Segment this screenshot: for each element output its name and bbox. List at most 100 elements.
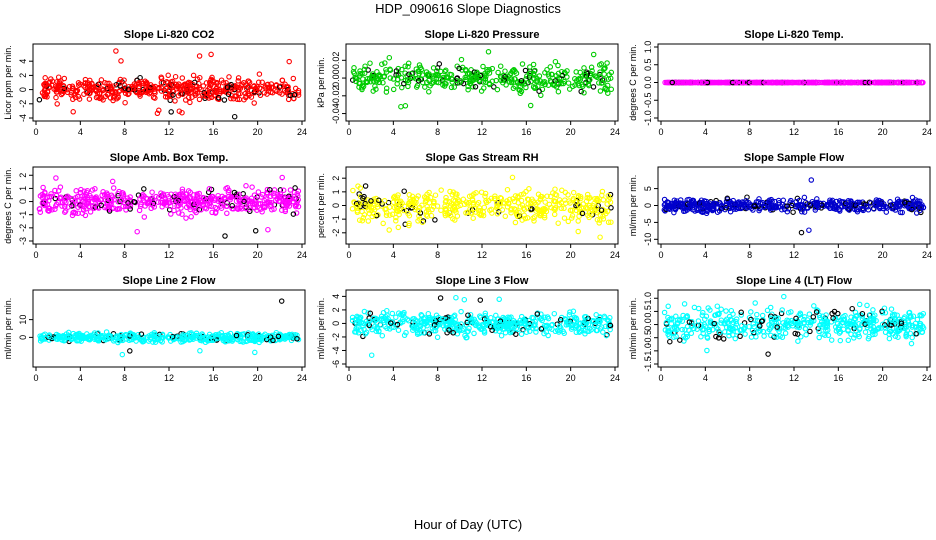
data-point	[513, 325, 520, 332]
data-point	[499, 207, 506, 213]
data-point	[358, 327, 364, 334]
data-point	[209, 209, 215, 216]
data-point	[575, 325, 582, 332]
data-point	[769, 79, 776, 86]
data-point	[361, 308, 368, 315]
data-point	[516, 209, 522, 216]
data-point	[512, 219, 519, 226]
data-point	[152, 339, 159, 345]
data-point	[677, 337, 683, 343]
data-point	[553, 192, 560, 198]
data-point	[822, 316, 828, 322]
y-tick-label: -1	[331, 215, 341, 223]
data-point	[784, 208, 791, 215]
data-point	[917, 321, 924, 327]
data-point	[565, 80, 572, 86]
data-point	[569, 207, 576, 214]
data-point	[421, 316, 427, 322]
data-point	[201, 198, 208, 205]
data-point	[141, 186, 147, 192]
data-point	[374, 69, 380, 75]
data-point	[170, 92, 176, 98]
data-point	[868, 200, 874, 206]
data-point	[107, 334, 113, 340]
x-tick-label: 8	[747, 250, 752, 260]
data-point	[179, 186, 186, 192]
data-point	[849, 305, 855, 312]
data-point	[815, 308, 821, 314]
data-point	[542, 314, 548, 321]
y-tick-label: 0.5	[643, 58, 653, 71]
data-point	[393, 204, 400, 210]
x-tick-label: 20	[566, 373, 576, 383]
data-point	[163, 198, 169, 205]
data-point	[683, 314, 689, 320]
x-tick-label: 16	[521, 373, 531, 383]
data-point	[474, 201, 480, 207]
data-point	[122, 99, 128, 106]
data-point	[492, 195, 498, 202]
y-tick-label: 10	[18, 315, 28, 325]
data-point	[437, 321, 443, 328]
data-point	[196, 96, 203, 103]
data-point	[252, 201, 258, 208]
data-point	[541, 212, 548, 219]
data-point	[148, 205, 154, 212]
data-point	[278, 298, 285, 304]
data-point	[830, 315, 836, 321]
data-point	[154, 110, 161, 117]
data-point	[448, 322, 455, 328]
data-point	[509, 78, 515, 84]
data-point	[184, 87, 190, 94]
data-point	[271, 193, 277, 199]
data-point	[405, 210, 411, 217]
y-tick-label: 0	[331, 203, 341, 208]
data-point	[732, 335, 739, 342]
x-tick-label: 24	[297, 127, 307, 137]
data-point	[369, 326, 375, 333]
data-point	[153, 193, 159, 200]
data-point	[485, 49, 492, 55]
data-point	[705, 204, 712, 210]
data-point	[70, 109, 76, 115]
x-tick-label: 0	[658, 127, 663, 137]
data-point	[368, 198, 374, 204]
data-point	[401, 309, 407, 316]
data-point	[405, 317, 412, 324]
data-point	[285, 87, 292, 94]
data-points	[37, 298, 302, 358]
data-point	[185, 201, 192, 208]
data-point	[138, 331, 145, 337]
panel-title: Slope Li-820 Temp.	[744, 29, 843, 41]
data-point	[450, 330, 456, 336]
data-point	[138, 337, 144, 343]
data-point	[781, 79, 788, 86]
data-point	[886, 335, 893, 342]
data-point	[402, 63, 408, 70]
data-point	[689, 202, 695, 209]
data-point	[531, 200, 538, 206]
data-point	[414, 331, 421, 337]
data-point	[536, 73, 543, 79]
data-point	[372, 323, 378, 330]
data-point	[856, 321, 862, 327]
data-point	[451, 207, 457, 213]
data-point	[290, 75, 297, 82]
data-point	[607, 322, 614, 329]
y-tick-label: -0.5	[643, 92, 653, 108]
y-tick-label: 2	[331, 307, 341, 312]
data-point	[125, 86, 132, 92]
data-point	[431, 322, 438, 328]
data-point	[773, 203, 779, 210]
data-point	[608, 69, 615, 76]
data-point	[511, 198, 518, 205]
data-point	[389, 211, 396, 218]
data-point	[504, 204, 511, 210]
data-point	[387, 212, 393, 218]
data-point	[104, 199, 110, 206]
data-point	[198, 207, 204, 213]
data-point	[467, 311, 474, 318]
data-point	[86, 96, 93, 102]
data-point	[259, 79, 265, 86]
data-point	[66, 83, 73, 90]
